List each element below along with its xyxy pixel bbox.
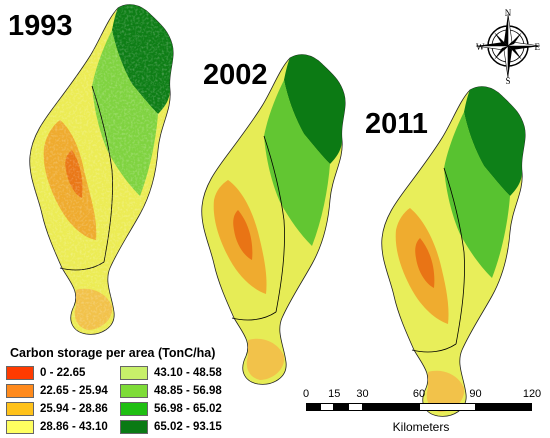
legend-label: 48.85 - 56.98 — [154, 385, 222, 397]
legend-label: 28.86 - 43.10 — [40, 421, 108, 433]
year-label-1993: 1993 — [8, 10, 73, 42]
legend-swatch — [6, 420, 34, 434]
legend-label: 0 - 22.65 — [40, 367, 86, 379]
scale-tick-label: 0 — [302, 388, 310, 400]
legend-label: 65.02 - 93.15 — [154, 421, 222, 433]
scale-bar: 0 15 30 60 90 120 Kilometers — [296, 388, 546, 436]
compass-n: N — [505, 8, 512, 18]
legend-item: 56.98 - 65.02 — [120, 401, 222, 417]
compass-rose-icon: N S E W — [470, 8, 546, 86]
legend-swatch — [120, 384, 148, 398]
scale-segment — [306, 403, 321, 411]
scale-segment — [320, 403, 335, 411]
scale-tick-label: 60 — [412, 388, 426, 400]
legend-item: 65.02 - 93.15 — [120, 419, 222, 435]
map-panel-2011 — [381, 86, 526, 417]
scale-segment — [419, 403, 476, 411]
scale-tick-label: 30 — [356, 388, 369, 400]
legend-swatch — [120, 420, 148, 434]
scale-segment — [475, 403, 532, 411]
legend-title: Carbon storage per area (TonC/ha) — [10, 346, 216, 360]
compass-s: S — [505, 76, 510, 84]
scale-segment — [362, 403, 419, 411]
legend-label: 43.10 - 48.58 — [154, 367, 222, 379]
legend-label: 56.98 - 65.02 — [154, 403, 222, 415]
scale-tick-label: 15 — [328, 388, 341, 400]
scale-units: Kilometers — [392, 420, 450, 434]
scale-segment — [334, 403, 349, 411]
legend-item: 25.94 - 28.86 — [6, 401, 108, 417]
legend-label: 22.65 - 25.94 — [40, 385, 108, 397]
legend-swatch — [6, 402, 34, 416]
legend-swatch — [6, 384, 34, 398]
map-panel-1993 — [29, 4, 174, 335]
legend-item: 22.65 - 25.94 — [6, 383, 108, 399]
legend-item: 43.10 - 48.58 — [120, 365, 222, 381]
scale-tick-label: 90 — [469, 388, 482, 400]
year-label-2011: 2011 — [365, 108, 428, 140]
legend-item: 28.86 - 43.10 — [6, 419, 108, 435]
map-panel-2002 — [201, 54, 346, 385]
legend-swatch — [6, 366, 34, 380]
legend-label: 25.94 - 28.86 — [40, 403, 108, 415]
scale-tick-label: 120 — [522, 388, 542, 400]
legend-item: 0 - 22.65 — [6, 365, 85, 381]
compass-w: W — [476, 42, 485, 52]
year-label-2002: 2002 — [203, 59, 268, 91]
legend-swatch — [120, 402, 148, 416]
legend-item: 48.85 - 56.98 — [120, 383, 222, 399]
compass-e: E — [535, 42, 541, 52]
legend-swatch — [120, 366, 148, 380]
scale-segment — [348, 403, 363, 411]
